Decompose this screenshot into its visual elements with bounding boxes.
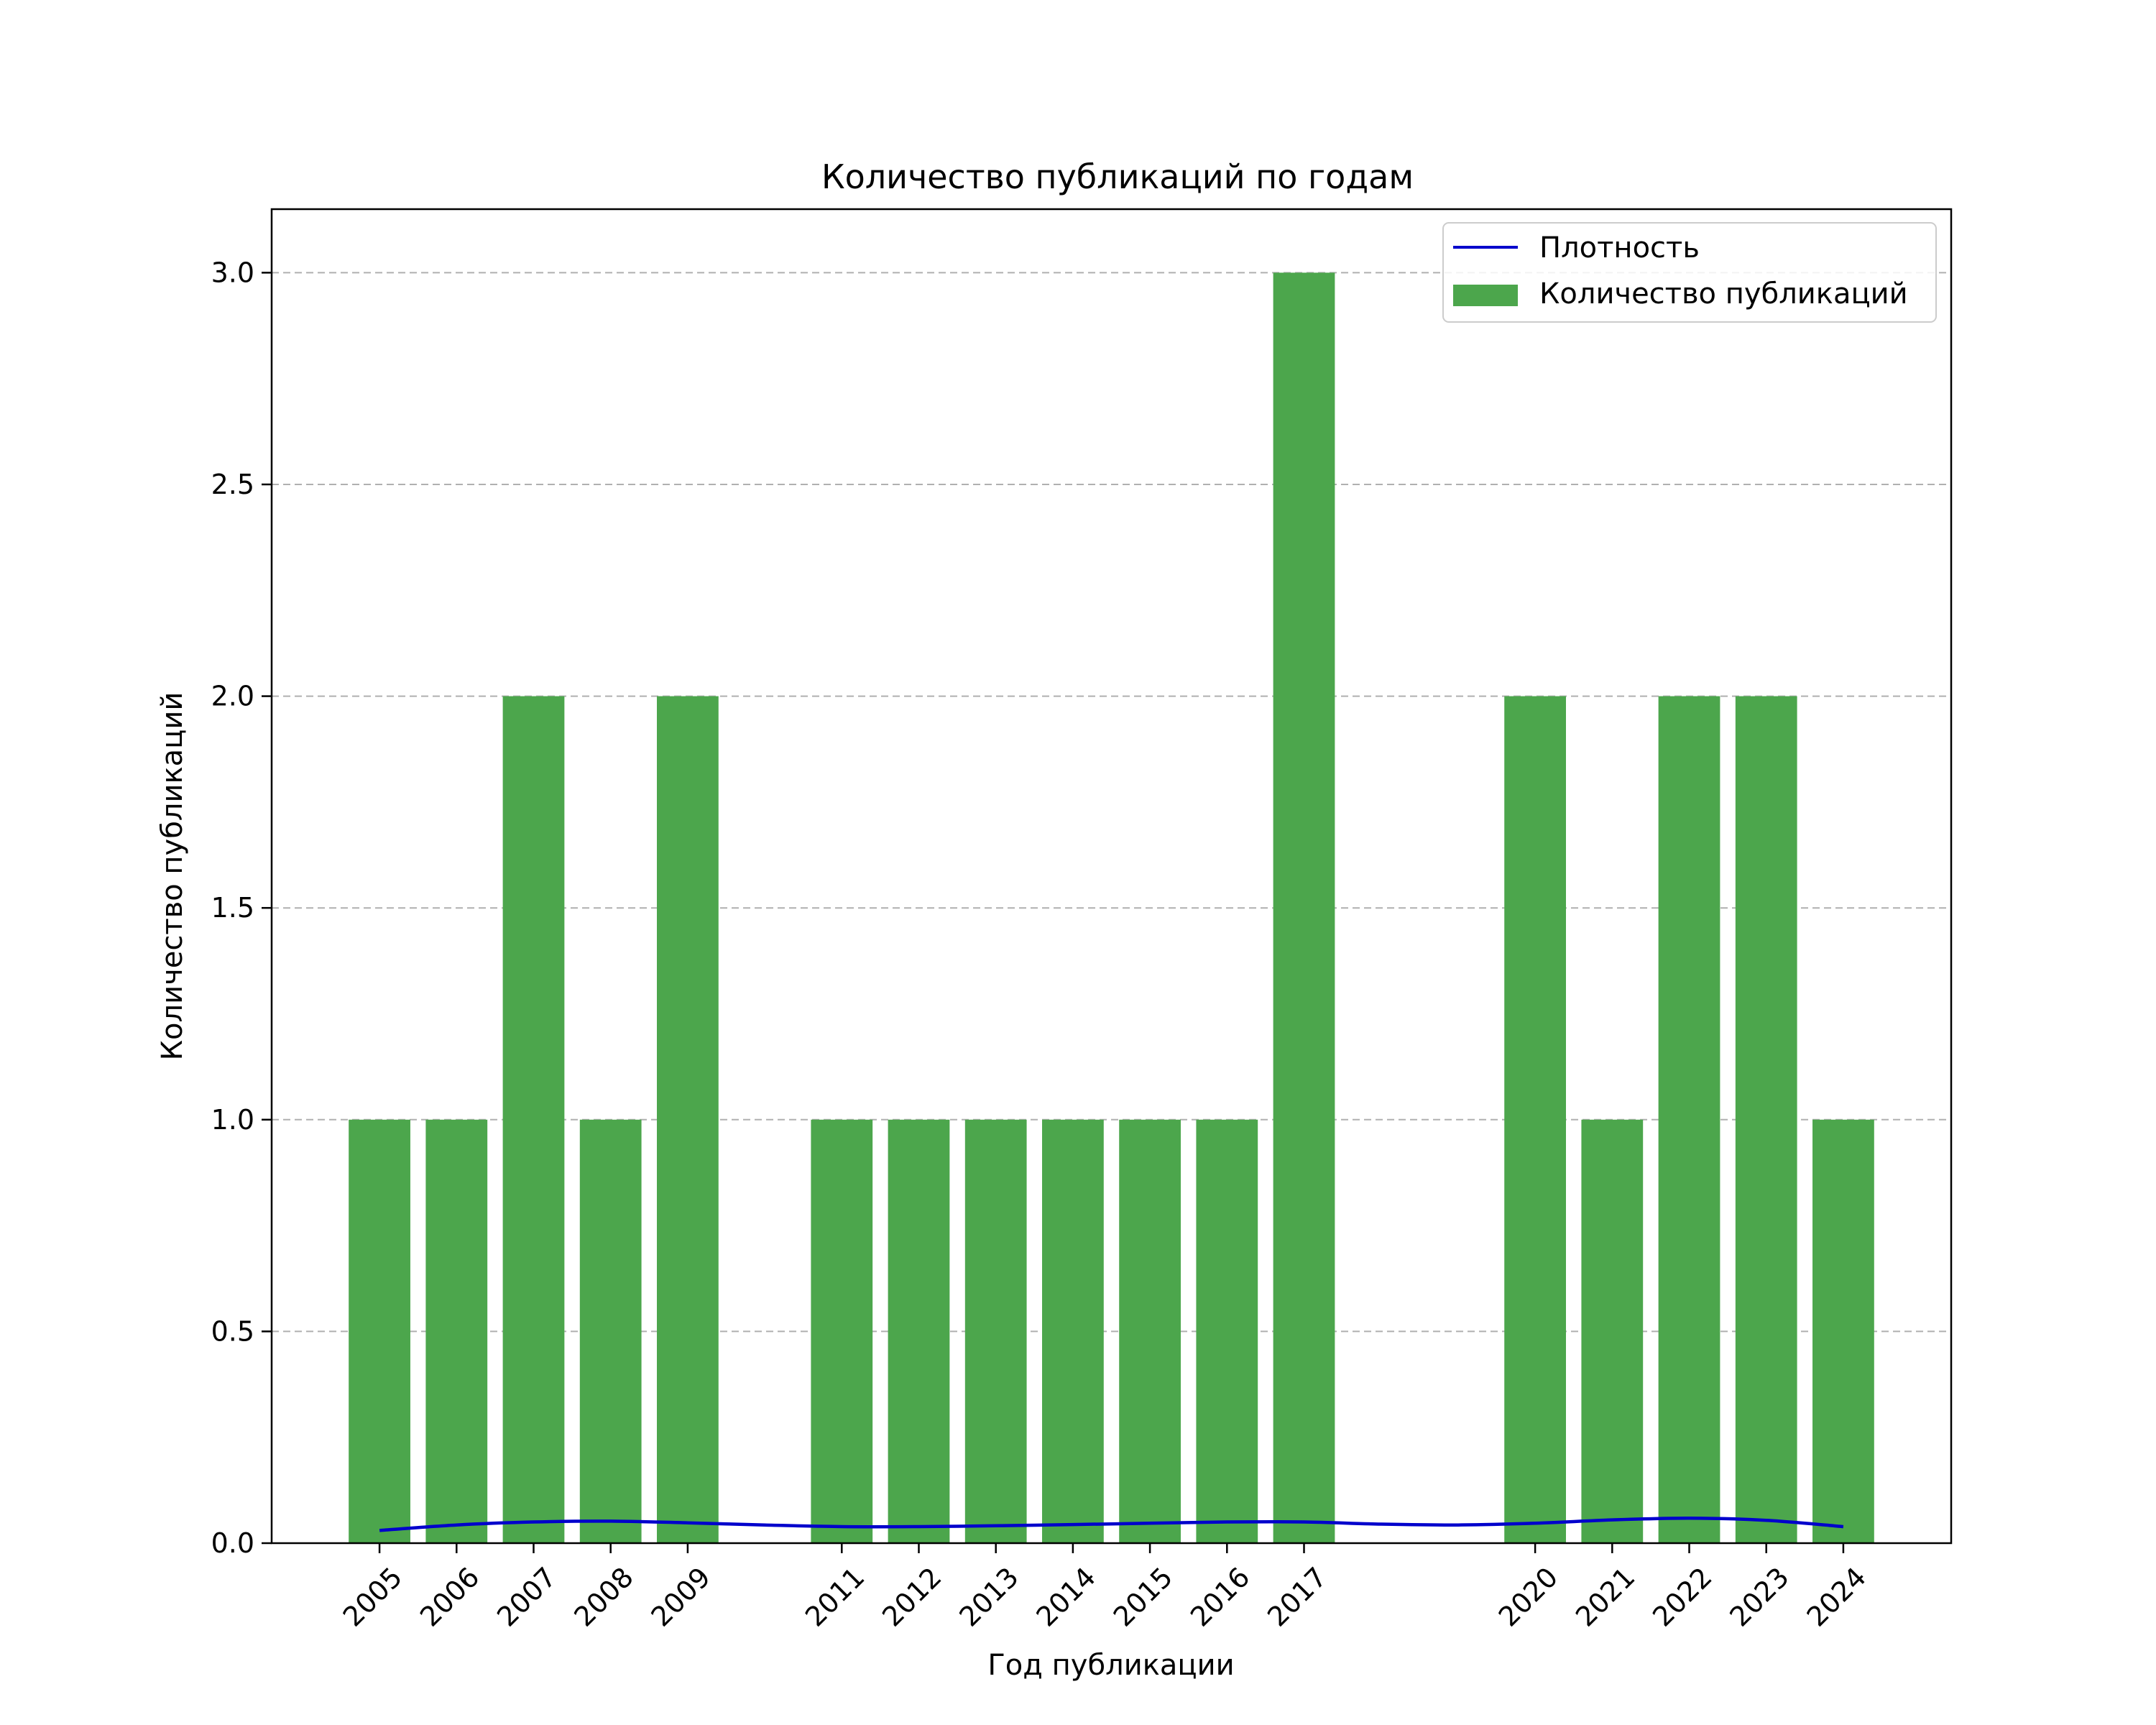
legend-label-count: Количество публикаций [1539,277,1908,310]
bar-2021 [1581,1119,1644,1543]
y-tick-label: 1.0 [211,1104,254,1136]
bar-2012 [888,1119,950,1543]
bar-2017 [1273,272,1335,1543]
legend-bar-swatch [1453,285,1518,306]
bar-2020 [1504,696,1566,1543]
y-tick-label: 2.0 [211,681,254,712]
bar-2023 [1735,696,1797,1543]
y-tick-label: 2.5 [211,469,254,500]
y-tick-label: 0.5 [211,1315,254,1347]
y-tick-label: 1.5 [211,892,254,924]
bar-2005 [349,1119,410,1543]
bar-2016 [1196,1119,1258,1543]
x-axis-title: Год публикации [987,1649,1234,1682]
legend-label-density: Плотность [1539,231,1700,264]
chart-title: Количество публикаций по годам [821,157,1414,196]
bar-2013 [964,1119,1027,1543]
bar-2024 [1812,1119,1874,1543]
bar-2014 [1042,1119,1104,1543]
y-axis: 0.0 0.5 1.0 1.5 2.0 2.5 3.0 [211,257,272,1559]
bar-2007 [502,696,565,1543]
bar-2009 [657,696,719,1543]
y-tick-label: 3.0 [211,257,254,288]
plot-area-frame [270,208,1953,1545]
bar-2008 [579,1119,642,1543]
density-series [379,1516,1844,1532]
y-tick-label: 0.0 [211,1527,254,1559]
bar-2022 [1658,696,1720,1543]
y-axis-title: Количество публикаций [156,692,189,1061]
bar-2015 [1119,1119,1181,1543]
bar-series [349,272,1874,1543]
bar-2011 [811,1119,873,1543]
bar-2006 [425,1119,488,1543]
density-line [379,1516,1844,1532]
legend-frame [1442,222,1937,323]
legend: Плотность Количество публикаций [1442,222,1937,323]
